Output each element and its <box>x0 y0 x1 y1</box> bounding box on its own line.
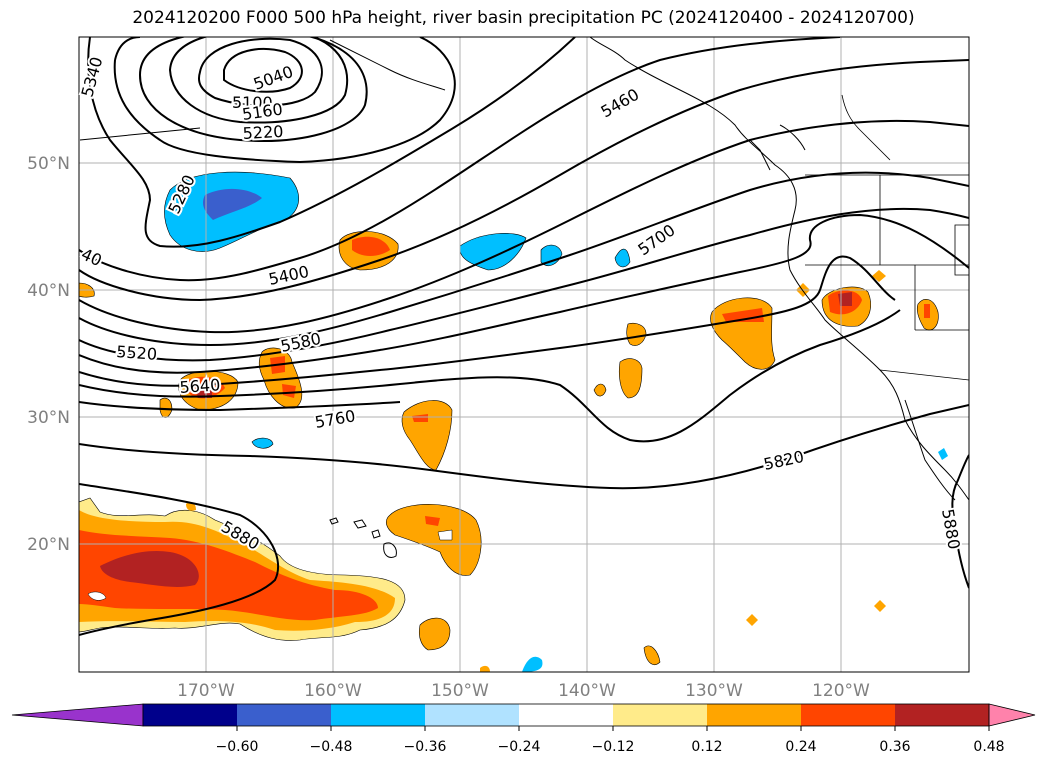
coastlines <box>79 37 969 501</box>
lon-label-160w: 160°W <box>304 681 362 701</box>
lat-label-50n: 50°N <box>27 154 70 174</box>
colorbar-segment <box>801 704 896 726</box>
latitude-labels: 50°N 40°N 30°N 20°N <box>27 154 70 555</box>
contour-label: 5520 <box>116 342 158 364</box>
lon-label-130w: 130°W <box>685 681 743 701</box>
colorbar-tick-label: −0.24 <box>498 739 541 755</box>
colorbar-tick-label: 0.12 <box>691 739 722 755</box>
colorbar-tick-label: 0.48 <box>973 739 1004 755</box>
lat-label-20n: 20°N <box>27 535 70 555</box>
colorbar-tick-label: 0.36 <box>879 739 910 755</box>
colorbar-segment <box>331 704 426 726</box>
colorbar-segment <box>519 704 614 726</box>
colorbar-segment <box>895 704 990 726</box>
colorbar-extend-max <box>988 703 1036 727</box>
colorbar-segment <box>237 704 332 726</box>
colorbar-tick-label: −0.60 <box>216 739 259 755</box>
chart-title: 2024120200 F000 500 hPa height, river ba… <box>132 8 915 28</box>
colorbar-frame <box>142 703 990 727</box>
lat-label-40n: 40°N <box>27 281 70 301</box>
contour-label: 5220 <box>242 122 284 143</box>
colorbar-segment <box>425 704 520 726</box>
lon-label-170w: 170°W <box>177 681 235 701</box>
colorbar-tick-label: −0.12 <box>592 739 635 755</box>
longitude-labels: 170°W 160°W 150°W 140°W 130°W 120°W <box>177 681 870 701</box>
lon-label-120w: 120°W <box>812 681 870 701</box>
colorbar-tick-label: 0.24 <box>785 739 816 755</box>
colorbar-segment <box>707 704 802 726</box>
lon-label-140w: 140°W <box>558 681 616 701</box>
lon-label-150w: 150°W <box>431 681 489 701</box>
lat-label-30n: 30°N <box>27 408 70 428</box>
colorbar-extend-min <box>11 703 144 727</box>
contour-label: 5640 <box>179 375 221 397</box>
colorbar-segment <box>143 704 238 726</box>
hawaii-islands <box>329 517 397 558</box>
map-frame <box>78 36 970 673</box>
colorbar-tick-label: −0.36 <box>404 739 447 755</box>
colorbar: −0.60 −0.48 −0.36 −0.24 −0.12 0.12 0.24 0.36 0.4… <box>11 703 1036 755</box>
colorbar-tick-label: −0.48 <box>310 739 353 755</box>
colorbar-segment <box>613 704 708 726</box>
precipitation-shading <box>79 171 948 672</box>
political-borders <box>805 94 969 381</box>
contour-label: 5100 <box>232 93 273 112</box>
